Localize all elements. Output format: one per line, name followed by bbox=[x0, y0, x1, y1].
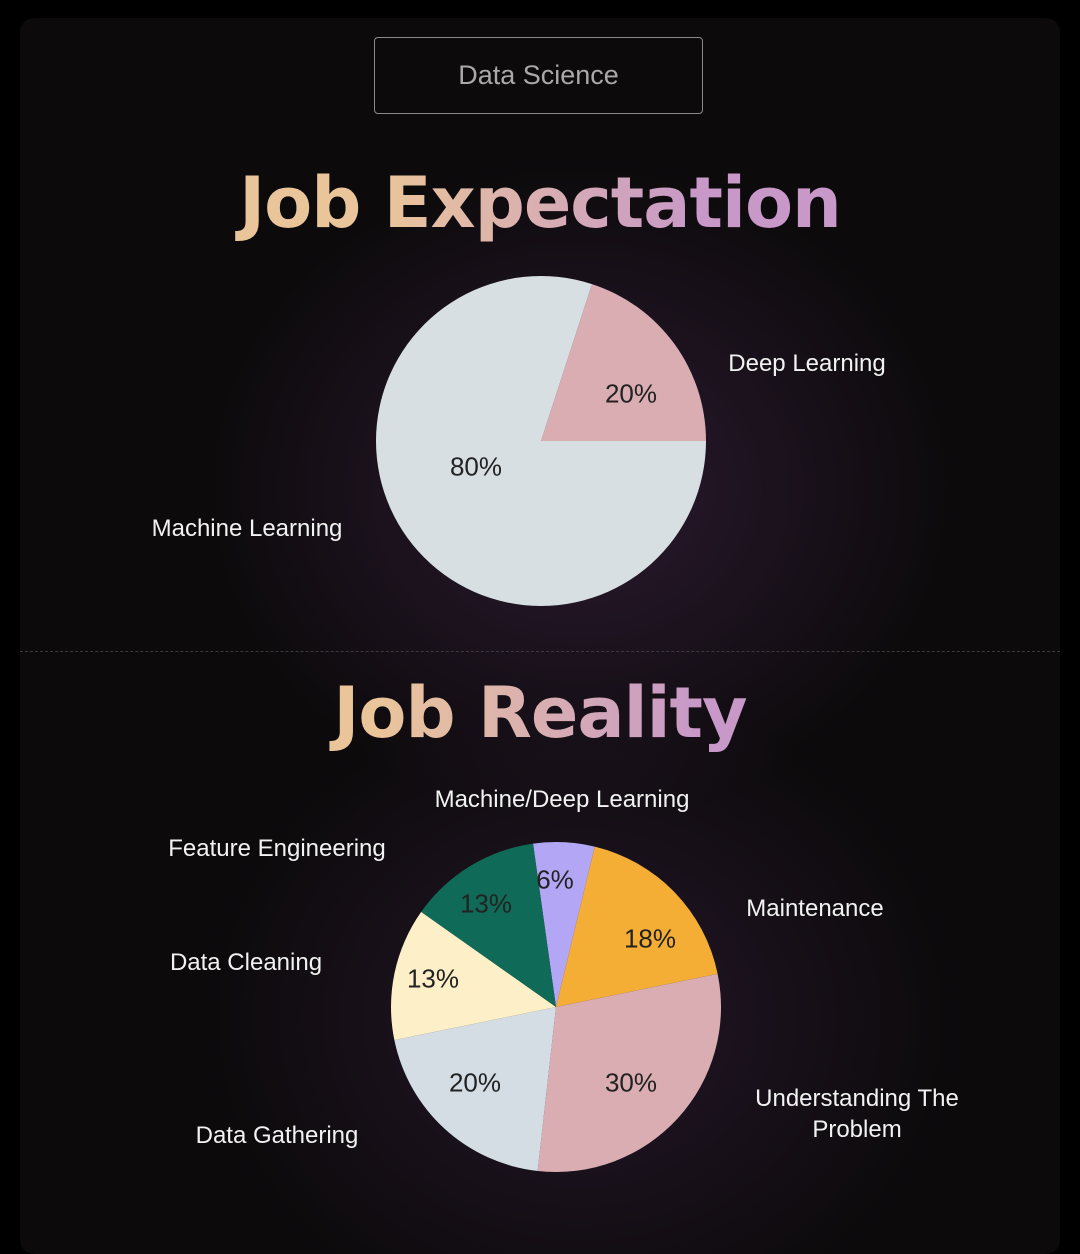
value-label: 18% bbox=[623, 923, 677, 954]
value-label: 13% bbox=[406, 963, 460, 994]
slice-label: Machine/Deep Learning bbox=[434, 786, 690, 813]
card bbox=[20, 18, 1060, 1254]
chart-title: Job Expectation bbox=[0, 162, 1080, 244]
slice-label: Feature Engineering bbox=[168, 835, 386, 862]
pie-slice bbox=[394, 1007, 556, 1171]
pie-slice bbox=[556, 846, 718, 1007]
pie-slice bbox=[533, 842, 595, 1007]
slice-label: Maintenance bbox=[746, 895, 884, 922]
value-label: 20% bbox=[448, 1067, 502, 1098]
divider bbox=[20, 651, 1060, 652]
chart-title: Job Reality bbox=[0, 672, 1080, 754]
value-label: 6% bbox=[536, 864, 574, 895]
pie-slice bbox=[541, 284, 706, 441]
tag: Data Science bbox=[374, 37, 703, 114]
pie-slice bbox=[391, 911, 556, 1041]
slice-label: Data Gathering bbox=[195, 1122, 359, 1149]
value-label: 80% bbox=[449, 451, 503, 482]
pie-slice bbox=[537, 973, 722, 1172]
value-label: 20% bbox=[604, 378, 658, 409]
pie-slice bbox=[421, 843, 556, 1007]
value-label: 13% bbox=[459, 888, 513, 919]
slice-label: Data Cleaning bbox=[169, 949, 323, 976]
value-label: 30% bbox=[604, 1067, 658, 1098]
slice-label: Deep Learning bbox=[728, 350, 886, 377]
slice-label: Understanding The Problem bbox=[755, 1085, 959, 1143]
slice-label: Machine Learning bbox=[151, 515, 343, 542]
pie-slice bbox=[375, 276, 706, 606]
